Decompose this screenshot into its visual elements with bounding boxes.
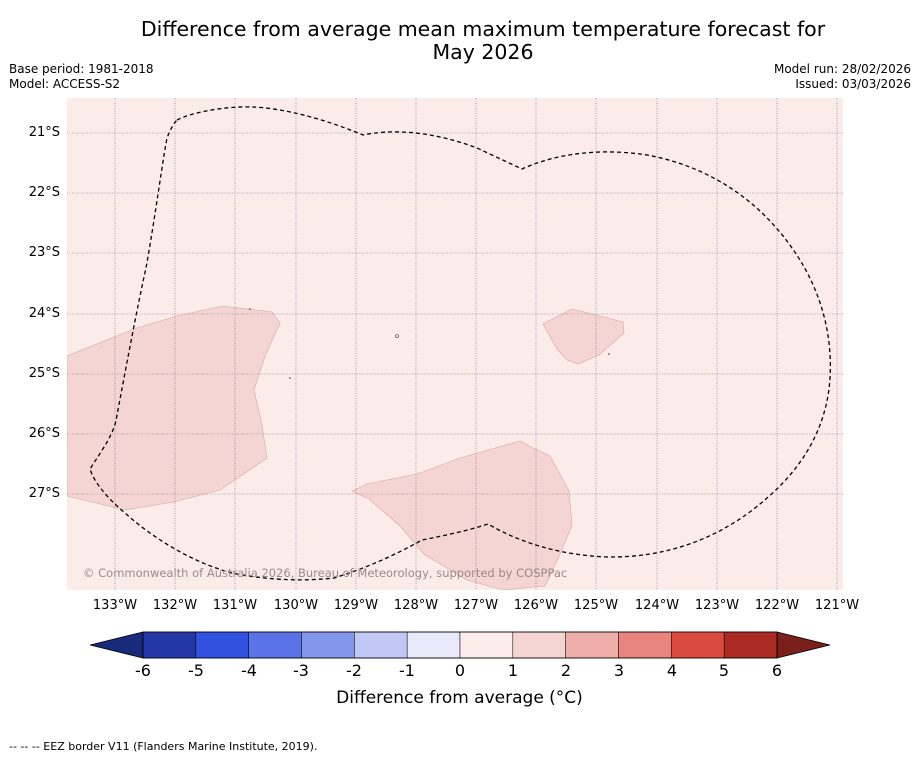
- colorbar-cell: [142, 631, 197, 659]
- lat-label-21s: 21°S: [28, 125, 60, 140]
- lon-label-127w: 127°W: [453, 598, 499, 613]
- eez-border: [89, 106, 832, 581]
- colorbar-cell: [248, 631, 302, 659]
- lon-label-132w: 132°W: [152, 598, 198, 613]
- anomaly-region-west: [67, 305, 281, 511]
- colorbar-tick: -5: [188, 661, 204, 680]
- colorbar-tick: -3: [293, 661, 309, 680]
- lat-label-25s: 25°S: [28, 366, 60, 381]
- lon-label-122w: 122°W: [754, 598, 800, 613]
- lon-label-126w: 126°W: [513, 598, 559, 613]
- colorbar-tick: 6: [771, 661, 783, 680]
- colorbar-cell: [565, 631, 619, 659]
- lat-label-24s: 24°S: [28, 306, 60, 321]
- colorbar-cell: [354, 631, 408, 659]
- small-feature-dot: [289, 377, 291, 379]
- model-name: Model: ACCESS-S2: [9, 77, 121, 91]
- small-feature-dot: [249, 308, 251, 310]
- lat-label-22s: 22°S: [28, 185, 60, 200]
- colorbar-tick: -1: [399, 661, 415, 680]
- lon-label-129w: 129°W: [333, 598, 379, 613]
- colorbar-extend-high: [776, 631, 830, 659]
- colorbar-tick: 0: [454, 661, 466, 680]
- lon-label-130w: 130°W: [273, 598, 319, 613]
- colorbar-frame: [142, 631, 778, 659]
- anomaly-region-east: [542, 308, 625, 365]
- colorbar-tick: 4: [666, 661, 678, 680]
- meta-right: Model run: 28/02/2026 Issued: 03/03/2026: [774, 62, 911, 92]
- lon-label-131w: 131°W: [212, 598, 258, 613]
- colorbar-label: Difference from average (°C): [336, 688, 583, 708]
- base-period: Base period: 1981-2018: [9, 62, 154, 76]
- meta-left: Base period: 1981-2018 Model: ACCESS-S2: [9, 62, 154, 92]
- issued-date: Issued: 03/03/2026: [795, 77, 911, 91]
- copyright-notice: © Commonwealth of Australia 2026, Bureau…: [83, 566, 567, 580]
- colorbar-tick: -6: [135, 661, 151, 680]
- eez-legend-footer: -- -- -- EEZ border V11 (Flanders Marine…: [9, 740, 318, 753]
- lon-label-125w: 125°W: [573, 598, 619, 613]
- lat-label-23s: 23°S: [28, 245, 60, 260]
- colorbar-cell: [459, 631, 514, 659]
- map-title: Difference from average mean maximum tem…: [0, 18, 919, 64]
- graticule: [67, 98, 843, 590]
- colorbar-cell: [195, 631, 249, 659]
- lon-label-124w: 124°W: [634, 598, 680, 613]
- colorbar-extend-low: [90, 631, 144, 659]
- small-feature-dot: [608, 353, 610, 355]
- colorbar-cell: [406, 631, 461, 659]
- colorbar-tick: 5: [718, 661, 730, 680]
- colorbar-cell: [512, 631, 566, 659]
- lon-label-121w: 121°W: [814, 598, 860, 613]
- lon-label-123w: 123°W: [694, 598, 740, 613]
- small-feature-dot: [395, 334, 399, 338]
- colorbar-cell: [671, 631, 725, 659]
- colorbar-cell: [301, 631, 355, 659]
- title-line-1: Difference from average mean maximum tem…: [140, 17, 826, 41]
- lon-label-128w: 128°W: [393, 598, 439, 613]
- colorbar: [90, 631, 830, 659]
- colorbar-tick: 1: [507, 661, 519, 680]
- colorbar-tick: -2: [346, 661, 362, 680]
- title-line-2: May 2026: [432, 40, 534, 64]
- colorbar-cell: [618, 631, 672, 659]
- map-panel: © Commonwealth of Australia 2026, Bureau…: [67, 98, 843, 590]
- lon-label-133w: 133°W: [92, 598, 138, 613]
- lat-label-27s: 27°S: [28, 486, 60, 501]
- lat-label-26s: 26°S: [28, 426, 60, 441]
- colorbar-tick: -4: [241, 661, 257, 680]
- model-run: Model run: 28/02/2026: [773, 62, 911, 76]
- colorbar-cell: [723, 631, 778, 659]
- colorbar-tick: 2: [560, 661, 572, 680]
- anomaly-region-south: [351, 440, 573, 590]
- colorbar-tick: 3: [613, 661, 625, 680]
